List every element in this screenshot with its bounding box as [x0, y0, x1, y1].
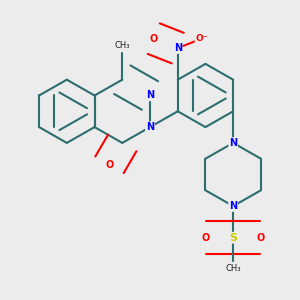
Text: N: N	[229, 138, 237, 148]
Text: O: O	[202, 233, 210, 243]
Text: CH₃: CH₃	[225, 264, 241, 273]
Text: CH₃: CH₃	[115, 41, 130, 50]
Text: N: N	[146, 91, 154, 100]
Text: O: O	[150, 34, 158, 44]
Text: O⁻: O⁻	[196, 34, 208, 43]
Text: N: N	[174, 43, 182, 53]
Text: O: O	[105, 160, 114, 170]
Text: N: N	[229, 201, 237, 211]
Text: S: S	[229, 233, 237, 243]
Text: O: O	[256, 233, 265, 243]
Text: N: N	[146, 122, 154, 132]
